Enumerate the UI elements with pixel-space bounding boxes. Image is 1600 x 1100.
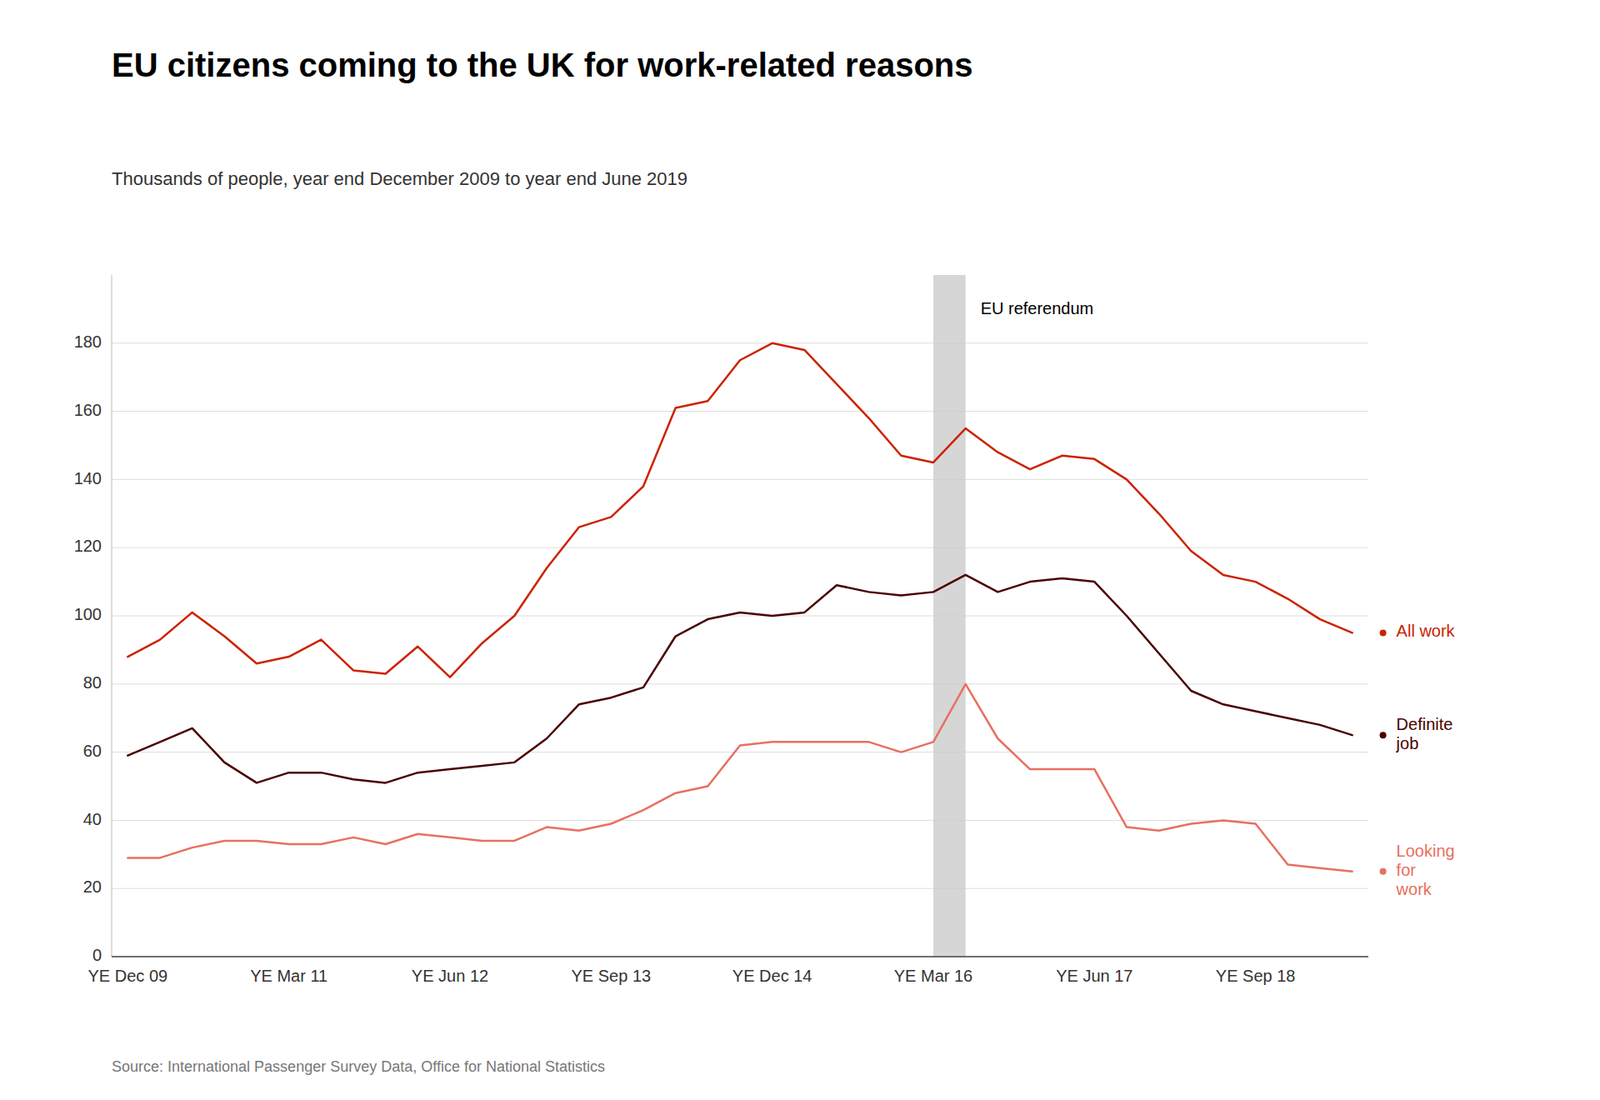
series-label-line: for [1396, 860, 1417, 880]
grid-line [111, 956, 1369, 958]
series-label-line: Looking [1396, 841, 1455, 860]
y-tick-label: 180 [74, 332, 102, 351]
x-tick-label: YE Dec 09 [88, 966, 169, 985]
x-axis-line [111, 955, 1369, 958]
series-label: Definitejob [1395, 715, 1454, 753]
source: Source: International Passenger Survey D… [111, 1058, 605, 1075]
grid-line [111, 683, 1369, 685]
grid [111, 343, 1369, 957]
lines [127, 343, 1352, 872]
end-dot [1380, 629, 1387, 636]
series-line [127, 343, 1352, 678]
annotation: EU referendum [980, 299, 1095, 318]
grid-line [111, 410, 1369, 412]
series-label-line: Definite [1396, 715, 1454, 734]
x-tick-label: YE Sep 13 [571, 966, 652, 985]
x-tick-label: YE Mar 11 [250, 966, 328, 985]
x-tick-label: YE Jun 12 [411, 966, 489, 985]
series-line [127, 575, 1352, 783]
y-tick-label: 160 [74, 400, 102, 420]
grid-line [111, 820, 1369, 821]
x-tick-label: YE Dec 14 [732, 966, 813, 985]
y-tick-label: 120 [74, 536, 102, 555]
subtitle: Thousands of people, year end December 2… [111, 168, 688, 190]
grid-line [111, 615, 1369, 617]
grid-line [111, 342, 1369, 344]
grid-line [111, 479, 1369, 480]
series-label: Lookingforwork [1395, 841, 1455, 899]
series-label: All work [1396, 622, 1456, 641]
series-label-line: work [1395, 880, 1433, 899]
y-tick-label: 80 [83, 673, 102, 692]
y-tick-label: 0 [92, 945, 102, 965]
end-dot [1380, 731, 1387, 739]
y-tick-label: 20 [83, 877, 102, 896]
y-tick-label: 60 [83, 741, 102, 760]
series-label-line: job [1395, 734, 1420, 753]
x-tick-label: YE Sep 18 [1215, 966, 1296, 985]
end-dot [1380, 868, 1387, 875]
y-tick-label: 40 [83, 810, 102, 829]
series-label-line: All work [1396, 622, 1456, 641]
grid-line [111, 547, 1369, 549]
title: EU citizens coming to the UK for work-re… [111, 46, 974, 84]
y-axis-line [111, 275, 113, 957]
chart: EU citizens coming to the UK for work-re… [0, 0, 1600, 1100]
y-tick-label: 100 [74, 605, 102, 624]
grid-line [111, 751, 1369, 753]
referendum-band [933, 275, 966, 957]
series-line [127, 684, 1352, 872]
x-tick-label: YE Jun 17 [1055, 966, 1133, 985]
grid-line [111, 888, 1369, 890]
x-tick-label: YE Mar 16 [894, 966, 973, 985]
y-tick-label: 140 [74, 469, 102, 488]
